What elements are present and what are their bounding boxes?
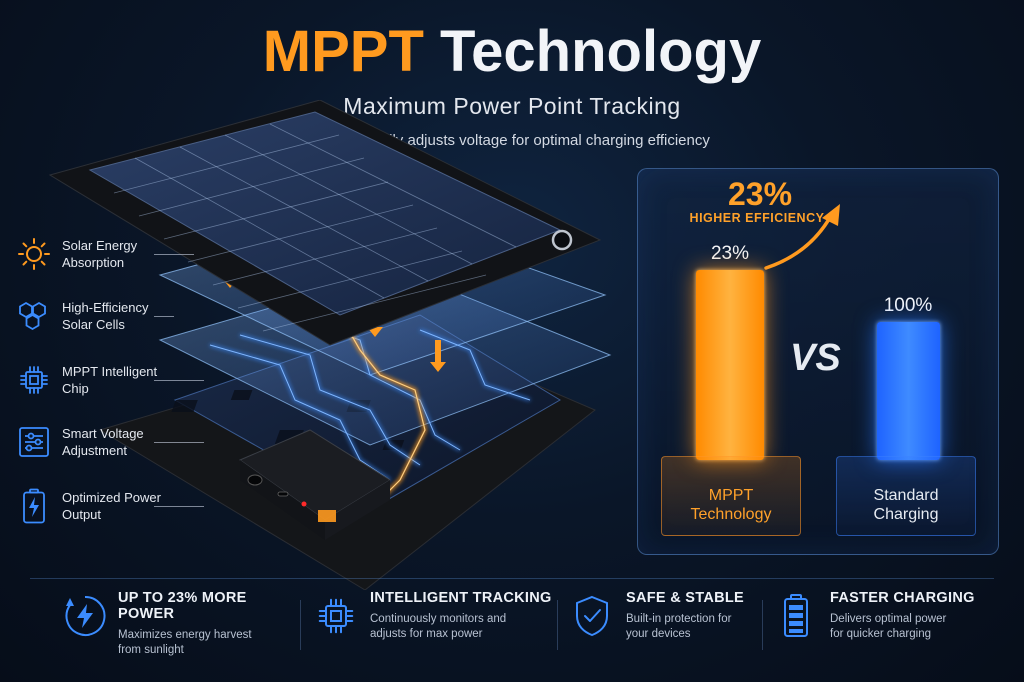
benefit-desc: Continuously monitors and adjusts for ma…	[370, 613, 507, 640]
benefit-intelligent-tracking: INTELLIGENT TRACKING Continuously monito…	[312, 590, 552, 660]
layer-label: Optimized Power Output	[62, 490, 161, 522]
benefit-title: FASTER CHARGING	[830, 590, 975, 606]
sun-icon	[14, 234, 54, 274]
layer-item-solar-absorption: Solar Energy Absorption	[14, 232, 194, 276]
benefit-desc: Delivers optimal power for quicker charg…	[830, 613, 947, 640]
grommet-ring	[551, 229, 573, 251]
title-rest: Technology	[440, 19, 762, 84]
shield-check-icon	[568, 592, 616, 640]
exploded-solar-panel-illustration	[48, 100, 612, 590]
benefit-divider	[557, 600, 558, 650]
usb-c-port	[277, 491, 289, 497]
layer-label: Solar Energy Absorption	[62, 238, 138, 270]
title-accent: MPPT	[262, 19, 424, 84]
strip-divider	[30, 578, 994, 579]
layer-item-mppt-chip: MPPT Intelligent Chip	[14, 358, 204, 402]
layer-item-voltage-adjustment: Smart Voltage Adjustment	[14, 420, 204, 464]
layer-item-solar-cells: High-Efficiency Solar Cells	[14, 294, 174, 338]
dc-port	[247, 474, 263, 486]
headline-value: 23%	[727, 176, 793, 212]
benefit-more-power: UP TO 23% MORE POWER Maximizes energy ha…	[62, 590, 292, 660]
mppt-name: MPPT Technology	[661, 486, 801, 524]
page-subtitle: Maximum Power Point Tracking	[343, 93, 681, 119]
mppt-name-text: MPPT Technology	[690, 487, 772, 523]
benefit-desc: Built-in protection for your devices	[626, 613, 732, 640]
chip-icon	[14, 360, 54, 400]
benefit-safe-stable: SAFE & STABLE Built-in protection for yo…	[568, 590, 758, 660]
layer-label: Smart Voltage Adjustment	[62, 426, 144, 458]
benefit-desc: Maximizes energy harvest from sunlight	[118, 629, 252, 656]
benefit-title: UP TO 23% MORE POWER	[118, 590, 247, 622]
benefit-divider	[762, 600, 763, 650]
mppt-bar	[696, 270, 764, 460]
battery-bolt-icon	[14, 486, 54, 526]
usb-a-port	[318, 510, 336, 522]
leader-line	[154, 316, 174, 317]
standard-name-text: Standard Charging	[873, 487, 939, 523]
layer-item-power-output: Optimized Power Output	[14, 484, 204, 528]
standard-value-label: 100%	[883, 295, 933, 316]
standard-base	[836, 456, 976, 536]
standard-name: Standard Charging	[836, 486, 976, 524]
leader-line	[154, 254, 194, 255]
hexagon-cells-icon	[14, 296, 54, 336]
benefit-divider	[300, 600, 301, 650]
battery-icon	[772, 592, 820, 640]
page-title: MPPT Technology	[0, 18, 1024, 85]
trend-up-arrow-icon	[764, 204, 840, 270]
layer-label: MPPT Intelligent Chip	[62, 364, 158, 396]
headline-label: HIGHER EFFICIENCY	[689, 211, 825, 225]
leader-line	[154, 380, 204, 381]
tagline: Automatically adjusts voltage for optima…	[314, 132, 710, 149]
orange-power-path-core	[339, 314, 426, 496]
lightning-circle-icon	[62, 592, 108, 640]
chip-icon	[312, 592, 360, 640]
benefit-faster-charging: FASTER CHARGING Delivers optimal power f…	[772, 590, 982, 660]
sliders-icon	[14, 422, 54, 462]
benefit-title: INTELLIGENT TRACKING	[370, 590, 552, 606]
benefit-title: SAFE & STABLE	[626, 590, 745, 606]
status-led	[301, 501, 307, 507]
standard-bar	[877, 322, 940, 460]
layer-label: High-Efficiency Solar Cells	[62, 300, 149, 332]
leader-line	[154, 442, 204, 443]
mppt-base	[661, 456, 801, 536]
solar-cell-gridlines	[113, 123, 517, 332]
mppt-value-label: 23%	[710, 243, 750, 264]
vs-label: VS	[790, 337, 841, 379]
controller-box-side	[325, 480, 390, 540]
leader-line	[154, 506, 204, 507]
